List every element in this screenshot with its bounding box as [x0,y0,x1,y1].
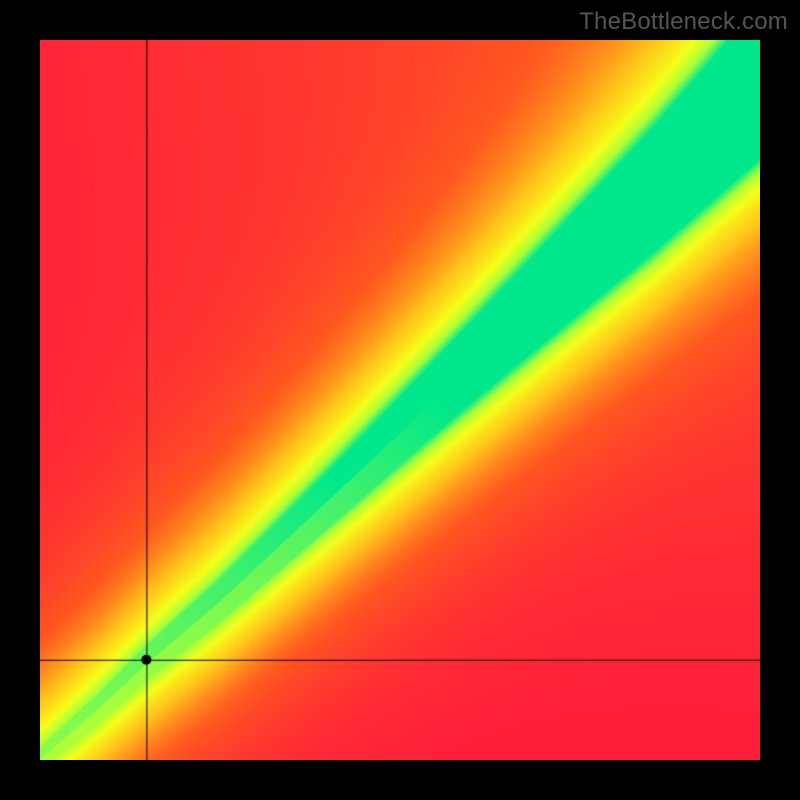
figure-container: TheBottleneck.com [0,0,800,800]
watermark-text: TheBottleneck.com [579,8,788,36]
heatmap-plot [40,40,760,760]
heatmap-canvas [40,40,760,760]
